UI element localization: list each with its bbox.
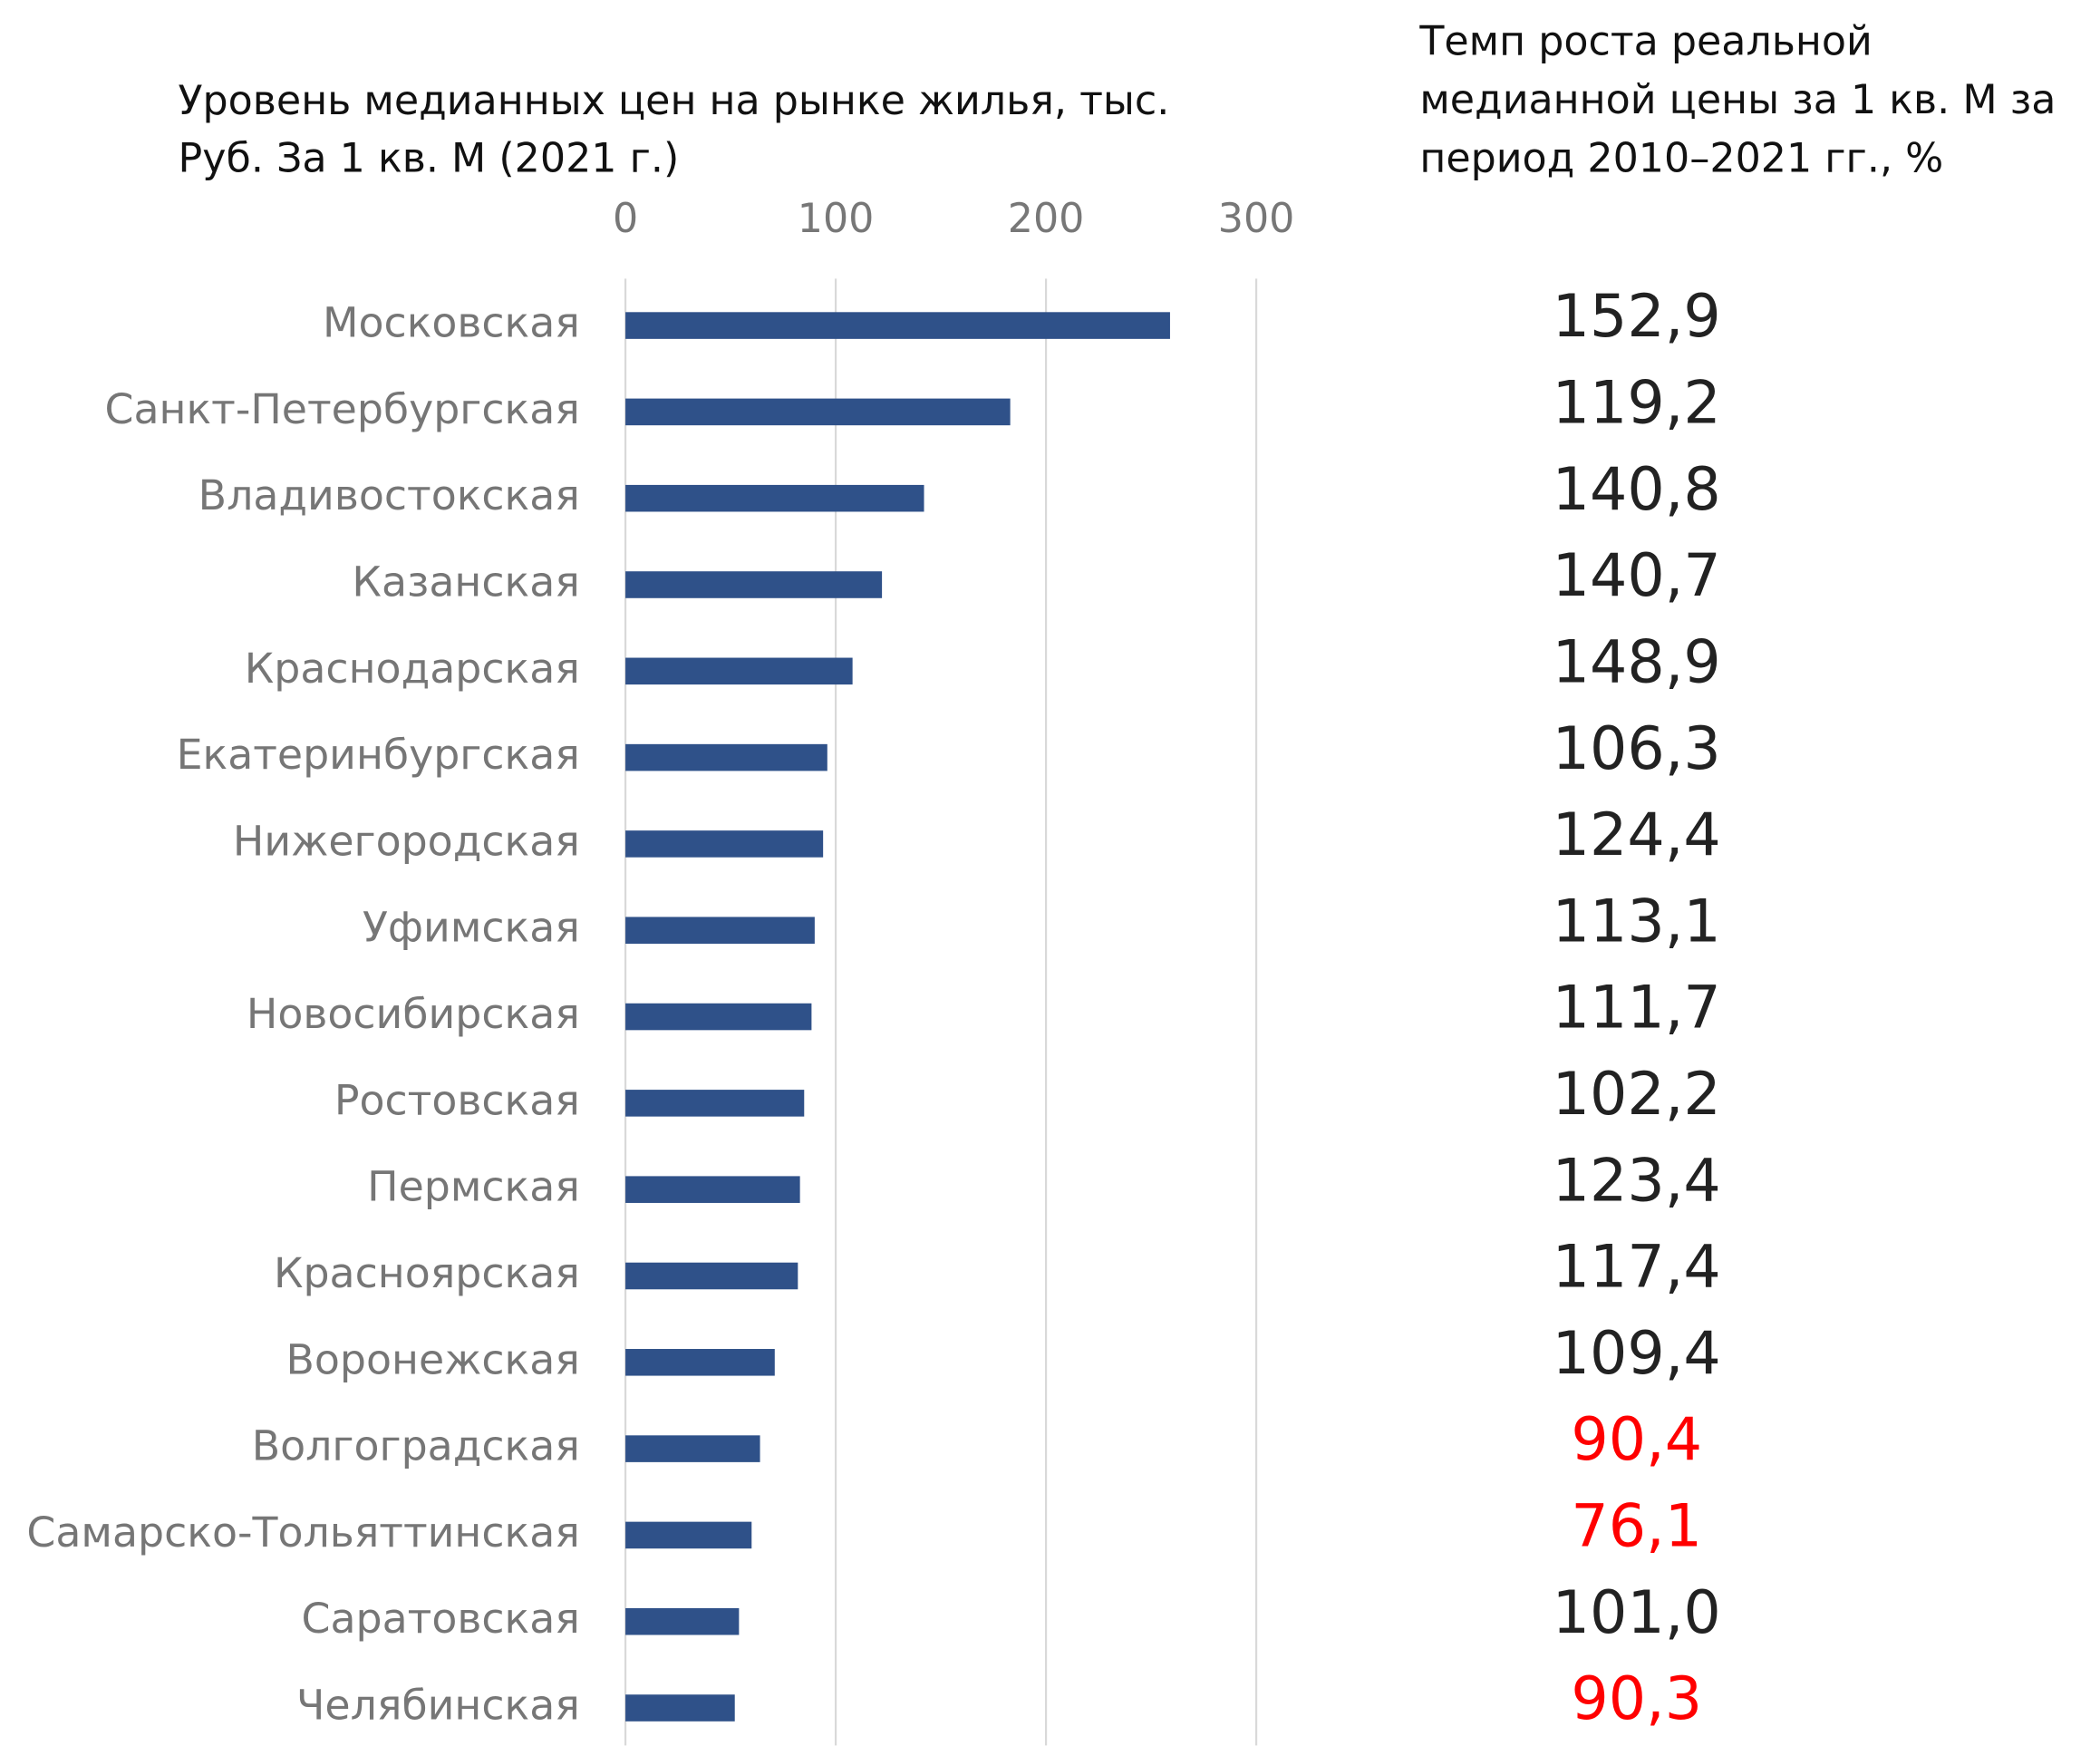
value-label: 90,3 [1571,1665,1702,1733]
x-tick-label: 300 [1218,196,1295,242]
column-title: медианной цены за 1 кв. М за [1419,77,2056,123]
bar [625,1003,812,1031]
y-tick-label: Краснодарская [245,644,580,693]
value-label: 148,9 [1553,628,1721,696]
bar [625,312,1170,339]
value-label: 123,4 [1553,1147,1721,1215]
bar [625,571,883,598]
bar [625,1176,800,1203]
bar [625,1090,805,1117]
bar [625,1521,752,1549]
y-tick-label: Красноярская [274,1248,580,1297]
y-tick-label: Санкт-Петербургская [105,384,580,433]
column-title: Темп роста реальной [1418,19,1873,65]
bar [625,1694,735,1722]
y-tick-label: Челябинская [296,1681,580,1730]
bar [625,743,827,771]
y-tick-label: Новосибирская [247,989,580,1038]
bar [625,484,924,512]
bar [625,1262,798,1290]
y-tick-label: Воронежская [285,1334,579,1383]
y-tick-label: Екатеринбургская [177,730,580,779]
y-tick-label: Московская [323,298,580,347]
y-tick-label: Волгоградская [252,1421,580,1470]
value-label: 76,1 [1571,1493,1702,1561]
value-label: 124,4 [1553,801,1721,869]
value-label: 106,3 [1553,715,1721,783]
value-label: 119,2 [1553,370,1721,438]
value-label: 117,4 [1553,1234,1721,1302]
column-title: период 2010–2021 гг., % [1419,135,1943,181]
bar [625,657,853,685]
chart-title: Уровень медианных цен на рынке жилья, ты… [179,78,1170,124]
bar [625,917,815,945]
bar [625,830,824,858]
y-tick-label: Уфимская [363,903,580,952]
bar [625,1435,760,1462]
value-label: 152,9 [1553,283,1721,351]
y-tick-label: Ростовская [334,1075,580,1124]
value-label: 113,1 [1553,888,1721,955]
bar [625,1607,740,1635]
value-label: 101,0 [1553,1579,1721,1647]
y-tick-label: Самарско-Тольяттинская [26,1508,579,1557]
x-tick-label: 200 [1008,196,1085,242]
x-tick-label: 100 [798,196,875,242]
value-label: 90,4 [1571,1406,1702,1474]
chart-title: Руб. За 1 кв. М (2021 г.) [179,135,680,181]
x-tick-label: 0 [613,196,638,242]
value-label: 111,7 [1553,975,1721,1043]
y-tick-label: Нижегородская [233,816,580,865]
y-tick-label: Пермская [367,1162,580,1211]
value-label: 140,8 [1553,456,1721,524]
value-label: 109,4 [1553,1320,1721,1388]
y-tick-label: Владивостокская [198,470,580,519]
bar [625,398,1011,426]
bar [625,1349,775,1376]
y-tick-label: Казанская [352,558,579,606]
y-tick-label: Саратовская [302,1594,580,1643]
value-label: 140,7 [1553,542,1721,610]
value-label: 102,2 [1553,1061,1721,1129]
